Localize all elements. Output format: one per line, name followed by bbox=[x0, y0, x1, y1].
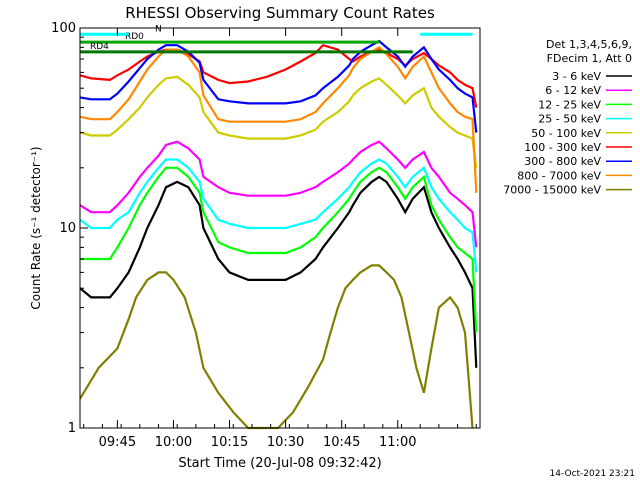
legend-label-6: 300 - 800 keV bbox=[524, 155, 601, 168]
legend-label-1: 6 - 12 keV bbox=[545, 84, 601, 97]
series-line-7 bbox=[79, 46, 478, 193]
plot-flags: RD0 RD4 N bbox=[80, 24, 473, 54]
series-line-3 bbox=[79, 158, 478, 273]
series-line-1 bbox=[79, 140, 478, 248]
chart-title: RHESSI Observing Summary Count Rates bbox=[125, 4, 435, 22]
legend-label-2: 12 - 25 keV bbox=[538, 98, 601, 111]
legend-header-line-1: Det 1,3,4,5,6,9, bbox=[546, 38, 632, 51]
flag-label-2: N bbox=[155, 24, 162, 34]
x-tick-label-0: 09:45 bbox=[99, 435, 136, 450]
x-tick-label-4: 10:45 bbox=[323, 435, 360, 450]
series-line-4 bbox=[79, 75, 478, 168]
legend-label-8: 7000 - 15000 keV bbox=[503, 184, 601, 197]
legend-label-5: 100 - 300 keV bbox=[524, 141, 601, 154]
x-tick-label-1: 10:00 bbox=[155, 435, 192, 450]
series-line-8 bbox=[79, 264, 474, 430]
x-tick-label-3: 10:30 bbox=[267, 435, 304, 450]
series-line-2 bbox=[80, 166, 478, 333]
y-axis-label: Count Rate (s⁻¹ detector⁻¹) bbox=[29, 146, 43, 309]
x-tick-label-5: 11:00 bbox=[379, 435, 416, 450]
series-line-5 bbox=[79, 43, 478, 108]
series-line-6 bbox=[79, 39, 478, 133]
footer-stamp: 14-Oct-2021 23:21 bbox=[550, 469, 635, 479]
legend-label-7: 800 - 7000 keV bbox=[517, 169, 601, 182]
x-axis-label: Start Time (20-Jul-08 09:32:42) bbox=[178, 456, 381, 471]
plot-series bbox=[79, 39, 478, 430]
y-tick-label-2: 100 bbox=[51, 21, 76, 36]
flag-label-1: RD4 bbox=[90, 42, 109, 52]
axes: 09:45 10:00 10:15 10:30 10:45 11:00 1 10 100 bbox=[51, 21, 481, 450]
legend-header-line-2: FDecim 1, Att 0 bbox=[547, 52, 632, 65]
series-line-0 bbox=[79, 175, 478, 368]
flag-label-0: RD0 bbox=[125, 32, 144, 42]
y-tick-label-0: 1 bbox=[68, 421, 76, 436]
x-tick-label-2: 10:15 bbox=[211, 435, 248, 450]
y-tick-label-1: 10 bbox=[59, 221, 76, 236]
legend-label-4: 50 - 100 keV bbox=[531, 127, 601, 140]
legend-label-0: 3 - 6 keV bbox=[552, 70, 601, 83]
legend: Det 1,3,4,5,6,9, FDecim 1, Att 0 3 - 6 k… bbox=[503, 38, 632, 197]
legend-label-3: 25 - 50 keV bbox=[538, 113, 601, 126]
